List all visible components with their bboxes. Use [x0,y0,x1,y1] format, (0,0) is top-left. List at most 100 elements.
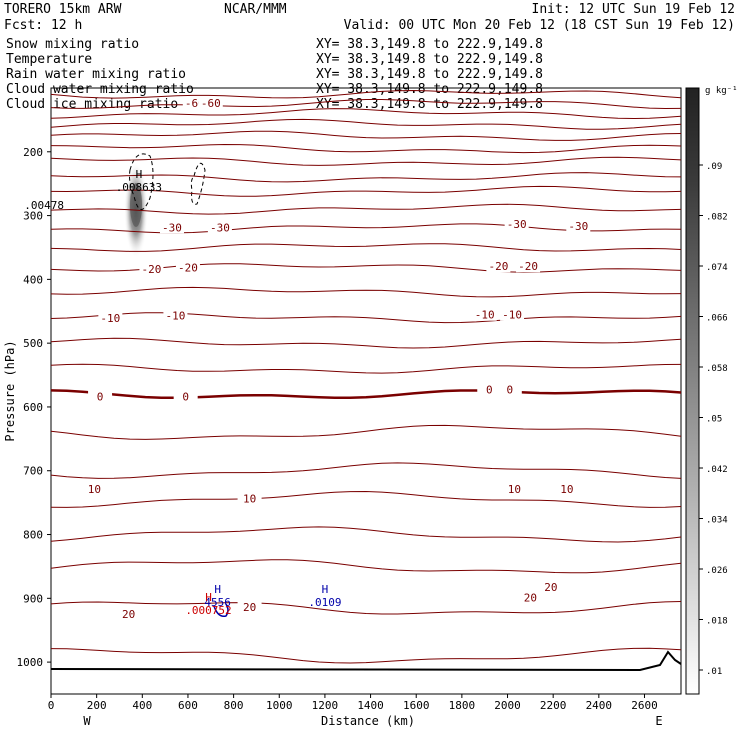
maximum-value: .00478 [24,199,64,212]
temperature-label: 0 [97,390,104,403]
temperature-label: -30 [162,221,182,234]
y-axis: 200 300 400 500 600 700 800 900 1000 [17,146,51,669]
colorbar [685,87,700,695]
temperature-label: -30 [507,218,527,231]
y-tick-label: 600 [23,401,43,414]
x-tick-label: 0 [48,699,55,712]
temperature-label: -20 [518,260,538,273]
label-background [207,221,232,234]
colorbar-ticks: .09 .082 .074 .066 .058 .05 .042 .034 .026 .018 .0… [699,162,728,677]
colorbar-tick-label: .09 [706,162,722,172]
temperature-label: -10 [475,309,495,322]
legend-snow-xy: XY= 38.3,149.8 to 222.9,149.8 [316,37,543,52]
isotherm [50,559,682,574]
isotherm [50,130,682,141]
label-background [98,311,123,324]
y-tick-label: 200 [23,146,43,159]
label-background [175,261,200,274]
y-axis-label: Pressure (hPa) [3,340,17,441]
legend-temperature-xy: XY= 38.3,149.8 to 222.9,149.8 [316,52,543,67]
x-tick-label: 2400 [586,699,613,712]
temperature-label: -10 [100,312,120,325]
maximum-mark: H [322,583,329,596]
temperature-label: 10 [88,483,101,496]
temperature-label: -10 [165,309,185,322]
maximum-value: 4556 [204,596,231,609]
isotherm-lines [50,89,682,664]
temperature-label: -30 [210,221,230,234]
maximum-mark: H [205,591,212,604]
maximum-value: .008633 [116,181,162,194]
isotherm [50,89,682,99]
isotherm-zero [50,389,682,400]
label-background [504,218,529,231]
cloud-water-contour [213,603,229,618]
temperature-label: -10 [502,309,522,322]
snow-contour [129,153,154,210]
temperature-label: 10 [243,492,256,505]
x-tick-label: 1000 [266,699,293,712]
y-tick-label: 700 [23,465,43,478]
isotherm [50,601,682,615]
colorbar-tick-label: .074 [706,263,728,273]
forecast-hour: Fcst: 12 h [4,18,82,33]
temperature-label: 10 [560,483,573,496]
temperature-label: 0 [486,383,493,396]
temperature-label: 20 [524,591,537,604]
temperature-label: 20 [243,601,256,614]
x-axis-label: Distance (km) [321,714,415,728]
colorbar-tick-label: .034 [706,516,728,526]
isotherm [50,424,682,440]
temperature-label: 20 [122,608,135,621]
isotherm [50,185,682,197]
colorbar-tick-label: .042 [706,465,728,475]
colorbar-tick-label: .026 [706,566,728,576]
x-axis: 0 200 400 600 800 1000 1200 1400 1600 1800 2000 220… [48,694,658,712]
isotherm [50,143,682,154]
ground-line [50,650,682,672]
isotherm [50,108,682,120]
colorbar-tick-label: .082 [706,213,728,223]
isotherm [50,312,682,324]
label-background [237,600,262,613]
y-tick-label: 500 [23,337,43,350]
x-tick-label: 1600 [403,699,430,712]
label-background [159,221,184,234]
label-background [502,482,527,495]
isotherm [50,363,682,374]
snow-contour [190,162,206,205]
maximum-value: .000752 [185,604,231,617]
isotherm [50,118,682,130]
x-tick-label: 200 [87,699,107,712]
field-legend: Snow mixing ratio XY= 38.3,149.8 to 222.… [6,37,543,112]
x-tick-label: 800 [224,699,244,712]
colorbar-tick-label: .01 [706,667,722,677]
init-time: Init: 12 UTC Sun 19 Feb 12 [532,2,736,17]
isotherm [50,99,682,110]
label-background [237,492,262,505]
x-tick-label: 400 [132,699,152,712]
temperature-label: 0 [182,390,189,403]
colorbar-tick-label: .05 [706,415,722,425]
label-background [116,607,141,620]
label-background [477,383,502,396]
y-tick-label: 1000 [17,656,44,669]
temperature-label: 10 [508,483,521,496]
label-background [497,383,522,396]
isotherm [50,462,682,479]
legend-rain-xy: XY= 38.3,149.8 to 222.9,149.8 [316,67,543,82]
isotherm [50,490,682,508]
temperature-label: -20 [141,263,161,276]
colorbar-tick-label: .018 [706,617,728,627]
maximum-mark: H [136,168,143,181]
temperature-labels: -60-60-30 -30 -30 -30-20 -20 -20 -20-10 -10 -10-… [82,96,591,621]
isotherm [50,203,682,215]
isotherm [50,526,682,543]
maximum-value: .0109 [308,596,341,609]
label-background [472,308,497,321]
y-tick-label: 300 [23,210,43,223]
east-end-label: E [655,714,662,728]
y-tick-label: 400 [23,273,43,286]
legend-cloud-water-xy: XY= 38.3,149.8 to 222.9,149.8 [316,82,543,97]
